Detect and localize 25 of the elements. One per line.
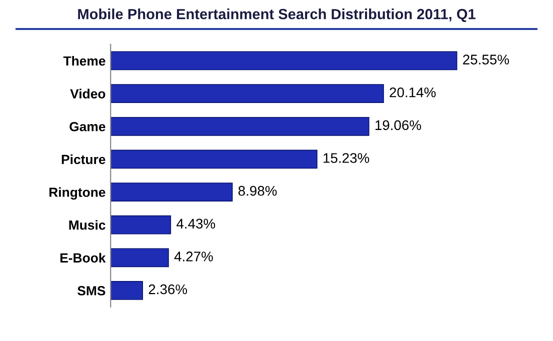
y-tick-label: Video bbox=[70, 88, 106, 98]
data-label: 4.27% bbox=[174, 252, 213, 262]
bar bbox=[110, 281, 143, 300]
data-label: 4.43% bbox=[176, 218, 216, 229]
y-tick-label: Game bbox=[70, 122, 106, 132]
bar bbox=[110, 182, 233, 202]
data-label: 8.98% bbox=[238, 186, 277, 196]
y-tick-label: E-Book bbox=[60, 252, 106, 263]
y-tick-label: Ringtone bbox=[49, 187, 106, 200]
data-label: 25.55% bbox=[463, 54, 509, 64]
y-tick-label: SMS bbox=[78, 286, 106, 296]
bar bbox=[110, 51, 458, 70]
data-label: 2.36% bbox=[148, 284, 188, 294]
data-label: 20.14% bbox=[390, 87, 436, 98]
data-label: 19.06% bbox=[375, 120, 422, 130]
data-label: 15.23% bbox=[324, 153, 370, 163]
y-tick-label: Music bbox=[69, 220, 106, 230]
y-tick-label: Theme bbox=[63, 56, 106, 66]
bar bbox=[110, 84, 384, 104]
bar bbox=[110, 150, 318, 169]
bar bbox=[110, 116, 370, 136]
bar bbox=[110, 248, 169, 268]
y-tick-label: Picture bbox=[62, 154, 106, 164]
bar bbox=[110, 215, 172, 234]
chart-title: Mobile Phone Entertainment Search Distribution 2011, Q1 bbox=[78, 8, 476, 22]
